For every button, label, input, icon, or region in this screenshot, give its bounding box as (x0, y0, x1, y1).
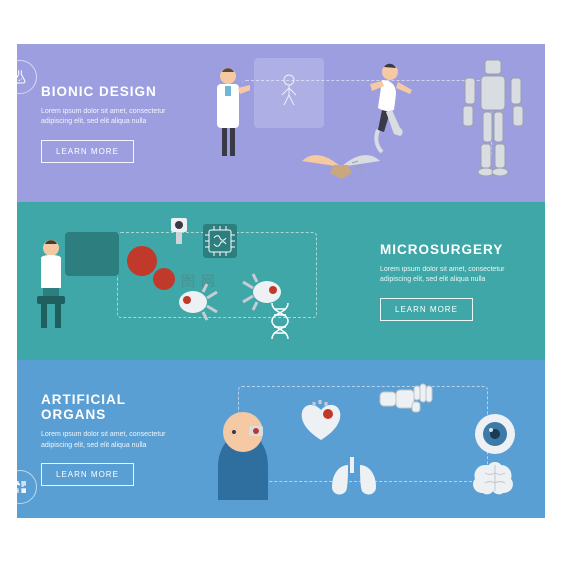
dna-icon (268, 301, 292, 346)
text-block: MICROSURGERY Lorem ipsum dolor sit amet,… (380, 202, 545, 360)
text-block: BIONIC DESIGN Lorem ipsum dolor sit amet… (17, 44, 182, 202)
banner-description: Lorem ipsum dolor sit amet, consectetur … (41, 107, 176, 128)
micro-camera-icon (165, 216, 193, 253)
banner-description: Lorem ipsum dolor sit amet, consectetur … (380, 265, 515, 286)
nanobot-icon (173, 282, 221, 327)
bionic-eye-icon (473, 412, 517, 461)
blood-cell-icon (127, 246, 157, 276)
banner-description: Lorem ipsum dolor sit amet, consectetur … (41, 430, 176, 451)
scientist-icon (208, 66, 250, 167)
learn-more-button[interactable]: LEARN MORE (41, 463, 134, 486)
robot-hand-icon (378, 380, 434, 421)
banner-title: MICROSURGERY (380, 242, 503, 257)
banner-bionic-design: BIONIC DESIGN Lorem ipsum dolor sit amet… (17, 44, 545, 202)
banner-title: ARTIFICIAL ORGANS (41, 392, 182, 422)
banner-stack: BIONIC DESIGN Lorem ipsum dolor sit amet… (17, 44, 545, 518)
brain-icon (471, 459, 519, 502)
flask-icon (17, 60, 37, 94)
lungs-icon (328, 455, 380, 504)
blood-cell-icon (153, 268, 175, 290)
learn-more-button[interactable]: LEARN MORE (41, 140, 134, 163)
graphics-area: 图 网 (17, 202, 380, 360)
brain-chip-icon (203, 224, 237, 258)
banner-artificial-organs: ARTIFICIAL ORGANS Lorem ipsum dolor sit … (17, 360, 545, 518)
patient-head-icon (206, 406, 280, 505)
text-block: ARTIFICIAL ORGANS Lorem ipsum dolor sit … (17, 360, 182, 518)
hologram-screen (254, 58, 324, 128)
exoskeleton-icon (457, 58, 529, 183)
graphics-area (182, 360, 545, 518)
surgeon-at-console-icon (35, 238, 79, 339)
learn-more-button[interactable]: LEARN MORE (380, 298, 473, 321)
banner-microsurgery: 图 网 MICROSURGERY Lorem ipsum dolor sit a… (17, 202, 545, 360)
robot-handshake-icon (298, 143, 384, 192)
puzzle-icon (17, 470, 37, 504)
graphics-area (182, 44, 545, 202)
artificial-heart-icon (298, 400, 344, 447)
banner-title: BIONIC DESIGN (41, 84, 182, 99)
